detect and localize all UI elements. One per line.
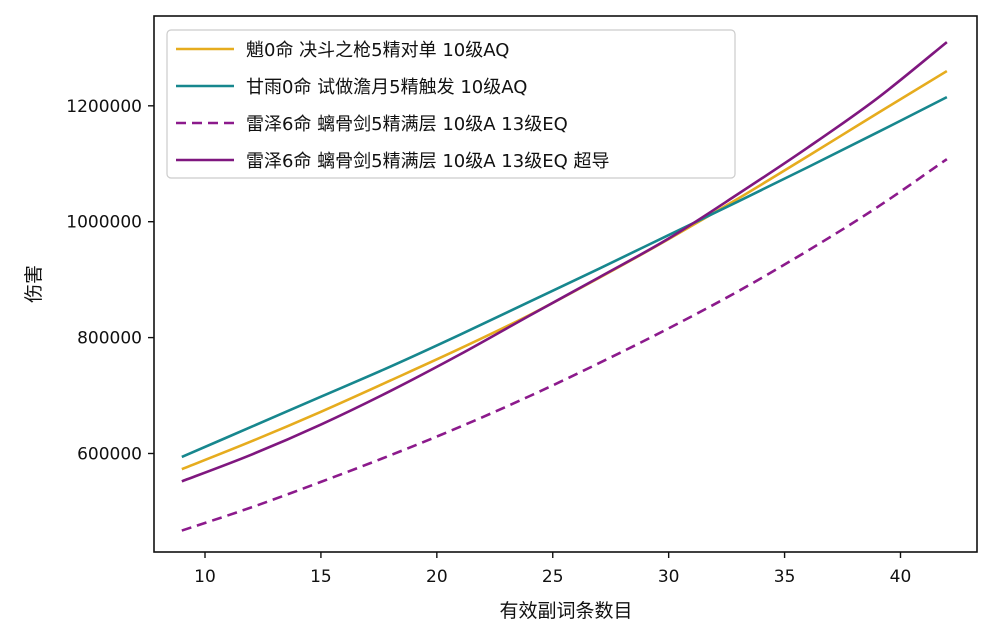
x-tick-label: 30 xyxy=(658,567,680,587)
legend-label-4: 雷泽6命 螭骨剑5精满层 10级A 13级EQ 超导 xyxy=(246,151,609,172)
x-tick-label: 40 xyxy=(890,567,912,587)
y-axis-title: 伤害 xyxy=(23,265,45,303)
series-line-4 xyxy=(181,41,948,483)
legend-label-2: 甘雨0命 试做澹月5精触发 10级AQ xyxy=(246,77,527,98)
y-axis-ticks: 600000 800000 1000000 1200000 xyxy=(66,97,154,464)
x-axis-ticks: 10 15 20 25 30 35 40 xyxy=(194,552,911,587)
series-lines xyxy=(181,41,948,532)
legend: 魈0命 决斗之枪5精对单 10级AQ 甘雨0命 试做澹月5精触发 10级AQ 雷泽6… xyxy=(166,29,736,179)
x-tick-label: 15 xyxy=(310,567,332,587)
series-line-2 xyxy=(181,95,948,459)
y-tick-label: 600000 xyxy=(77,444,142,464)
plot-frame xyxy=(153,15,978,553)
x-tick-label: 35 xyxy=(774,567,796,587)
legend-box xyxy=(166,29,736,179)
x-tick-label: 25 xyxy=(542,567,564,587)
y-tick-label: 800000 xyxy=(77,329,142,349)
legend-label-1: 魈0命 决斗之枪5精对单 10级AQ xyxy=(246,40,509,61)
x-axis-title: 有效副词条数目 xyxy=(499,600,632,622)
series-line-3 xyxy=(181,158,948,532)
x-tick-label: 10 xyxy=(194,567,216,587)
legend-label-3: 雷泽6命 螭骨剑5精满层 10级A 13级EQ xyxy=(246,114,568,135)
y-tick-label: 1000000 xyxy=(66,213,142,233)
x-tick-label: 20 xyxy=(426,567,448,587)
y-tick-label: 1200000 xyxy=(66,97,142,117)
